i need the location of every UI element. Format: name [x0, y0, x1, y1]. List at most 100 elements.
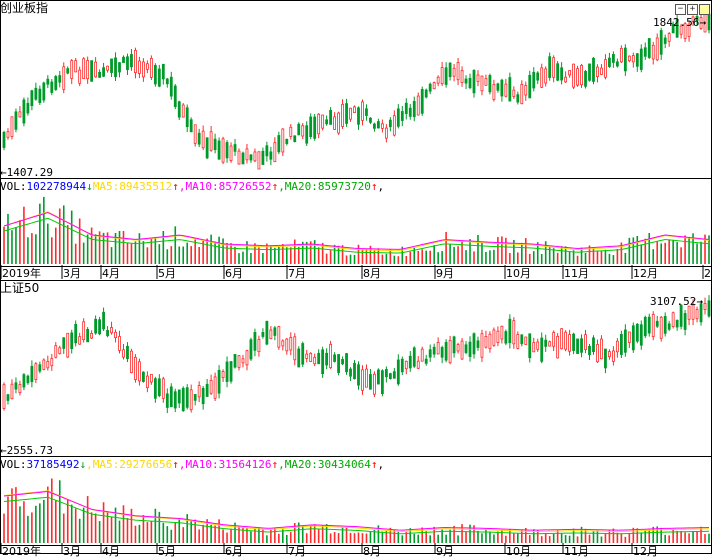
panel1-candle [50, 81, 54, 93]
panel1-candle [432, 82, 436, 90]
panel1-candle [544, 68, 548, 84]
panel1-candle [548, 56, 552, 78]
panel2-candle [687, 305, 691, 320]
panel1-candle [185, 107, 189, 128]
panel1-candle [281, 128, 285, 153]
panel1-candle [241, 152, 245, 165]
panel2-ma10-line [3, 491, 710, 531]
panel2-candle [392, 371, 396, 379]
panel1-candle [277, 135, 281, 153]
panel1-candle [122, 56, 125, 63]
panel2-candle [377, 369, 380, 385]
panel2-candle [396, 359, 400, 385]
panel1-candle [90, 60, 94, 82]
panel1-candle [54, 76, 58, 90]
panel2-candle [14, 382, 18, 390]
panel2-candle [528, 333, 532, 359]
panel2-candle [424, 358, 428, 364]
panel2-candle [161, 378, 165, 399]
panel2-candle [412, 347, 416, 367]
month-label: 10月 [506, 545, 531, 558]
panel1-ma10-line [3, 212, 710, 250]
panel1-candle [663, 37, 667, 44]
panel2-candle [667, 323, 671, 330]
panel1-candle [225, 142, 229, 159]
panel2-candle [42, 359, 46, 370]
panel1-candle [600, 67, 603, 75]
panel1-candle [126, 56, 129, 71]
panel2-candle [145, 375, 149, 388]
panel2-candle [699, 303, 703, 323]
panel2-candle [671, 312, 675, 327]
panel2-candle [90, 333, 94, 339]
panel2-candle [524, 336, 528, 345]
panel2-candle [22, 374, 26, 388]
panel1-candle [201, 130, 205, 149]
panel2-candle [149, 373, 153, 383]
panel1-candle [118, 62, 121, 73]
panel1-candle [647, 38, 651, 58]
panel1-candle [169, 76, 173, 97]
panel2-candle [269, 329, 273, 340]
panel2-candle [333, 354, 336, 362]
panel1-candle [373, 123, 376, 129]
month-label: 12月 [633, 267, 658, 280]
panel1-candle [138, 60, 141, 74]
panel1-candle [384, 127, 388, 139]
panel2-candle [384, 369, 388, 378]
panel1-candle [532, 71, 536, 89]
panel1-candle [675, 18, 679, 38]
panel1-candle [78, 69, 82, 84]
month-label: 12月 [633, 545, 658, 558]
panel2-candle [380, 370, 384, 395]
panel2-candle [464, 344, 468, 353]
panel2-candle [98, 319, 101, 335]
panel1-candle [691, 16, 695, 22]
panel2-candle [257, 338, 261, 353]
panel2-candle [301, 343, 305, 365]
month-label: 5月 [158, 545, 176, 558]
panel2-candle [623, 329, 627, 353]
month-label: 2019年 [2, 267, 41, 280]
maximize-icon[interactable]: + [687, 4, 698, 15]
panel1-candle [301, 125, 305, 137]
panel1-candle [269, 151, 273, 160]
panel2-candle [444, 341, 448, 361]
panel2-candle [353, 362, 356, 380]
panel1-candle [687, 23, 691, 38]
panel2-candle [253, 332, 257, 351]
panel1-candle [130, 54, 133, 68]
panel1-candle [197, 132, 201, 145]
restore-icon[interactable] [699, 4, 710, 15]
panel1-candle [408, 107, 412, 117]
panel1-candle [177, 101, 181, 118]
panel2-title: 上证50 [0, 281, 40, 295]
panel1-candle [612, 54, 615, 63]
panel1-candle [588, 63, 591, 81]
panel2-candle [576, 338, 579, 354]
panel1-candle [380, 123, 384, 129]
minimize-icon[interactable]: − [675, 4, 686, 15]
panel1-candle [82, 58, 86, 80]
panel2-candle [615, 340, 619, 353]
panel1-candle [568, 70, 571, 76]
panel1-candle [309, 116, 313, 138]
panel1-candle [365, 108, 368, 116]
panel2-candle [436, 341, 440, 355]
panel1-candle [321, 114, 325, 129]
panel1-candle [337, 112, 340, 134]
panel1-candle [552, 57, 556, 78]
panel2-candle [205, 383, 209, 397]
panel1-candle [564, 76, 568, 83]
month-label: 4月 [102, 545, 120, 558]
panel2-candle [78, 336, 82, 345]
panel1-title: 创业板指 [0, 1, 49, 15]
month-label: 3月 [63, 545, 81, 558]
panel1-candle [70, 60, 74, 79]
panel1-candle [512, 89, 516, 97]
panel1-candle [345, 103, 348, 124]
panel1-candle [420, 89, 424, 114]
panel2-candle [313, 356, 317, 365]
panel2-candle [193, 394, 197, 401]
